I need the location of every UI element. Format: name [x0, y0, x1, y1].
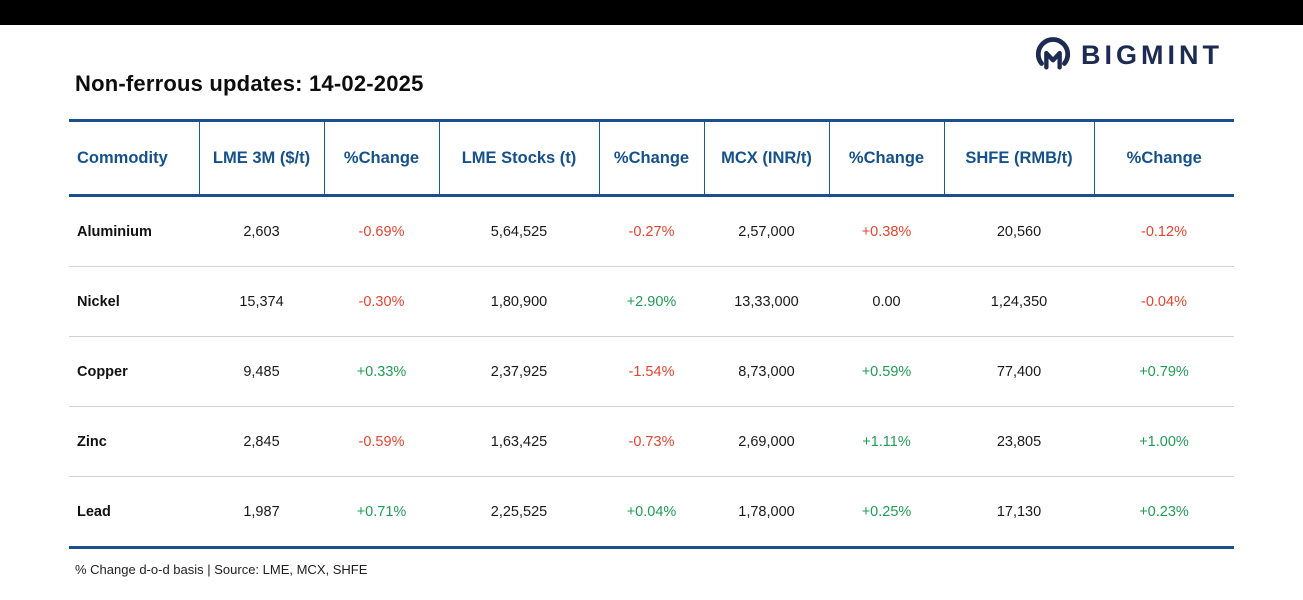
commodity-price-table: Commodity LME 3M ($/t) %Change LME Stock… — [69, 119, 1234, 549]
shfe-cell: 77,400 — [944, 336, 1094, 407]
lme-stocks-change-cell: -0.73% — [599, 406, 704, 477]
lme-stocks-cell: 1,63,425 — [439, 406, 599, 477]
mcx-cell: 13,33,000 — [704, 266, 829, 337]
lme-3m-change-cell: -0.69% — [358, 223, 405, 240]
col-header-mcx: MCX (INR/t) — [703, 120, 829, 197]
commodity-cell: Zinc — [69, 406, 199, 477]
mcx-change-cell: +1.11% — [829, 406, 944, 477]
table-row: Nickel 15,374 -0.30% 1,80,900 +2.90% 13,… — [69, 266, 1234, 337]
col-header-shfe-change: %Change — [1093, 120, 1234, 197]
shfe-cell: 20,560 — [996, 223, 1042, 240]
col-header-commodity: Commodity — [69, 120, 199, 197]
lme-3m-cell: 15,374 — [199, 266, 324, 337]
header-row: Commodity LME 3M ($/t) %Change LME Stock… — [69, 120, 1234, 197]
col-header-lme-stocks: LME Stocks (t) — [438, 120, 599, 197]
page-title: Non-ferrous updates: 14-02-2025 — [75, 71, 424, 96]
shfe-change-cell: +1.00% — [1094, 406, 1234, 477]
mcx-change-cell: +0.59% — [829, 336, 944, 407]
lme-3m-cell: 2,845 — [199, 406, 324, 477]
table-row: Zinc 2,845 -0.59% 1,63,425 -0.73% 2,69,0… — [69, 406, 1234, 477]
top-black-bar — [0, 0, 1303, 25]
mcx-cell: 1,78,000 — [704, 476, 829, 548]
shfe-change-cell: +0.79% — [1094, 336, 1234, 407]
lme-3m-change-cell: -0.59% — [324, 406, 439, 477]
commodity-cell: Copper — [69, 336, 199, 407]
lme-stocks-cell: 5,64,525 — [490, 223, 548, 240]
mcx-cell: 2,69,000 — [704, 406, 829, 477]
mcx-change-cell: +0.25% — [829, 476, 944, 548]
bigmint-m-circle-icon — [1034, 36, 1072, 74]
shfe-change-cell: +0.23% — [1094, 476, 1234, 548]
source-footnote: % Change d-o-d basis | Source: LME, MCX,… — [75, 562, 368, 577]
table-row: Lead 1,987 +0.71% 2,25,525 +0.04% 1,78,0… — [69, 476, 1234, 548]
table-row: Aluminium 2,603 -0.69% 5,64,525 -0.27% 2… — [69, 196, 1234, 267]
col-header-mcx-change: %Change — [828, 120, 944, 197]
col-header-lme-3m-change: %Change — [323, 120, 439, 197]
brand-logo: BIGMINT — [1034, 36, 1223, 74]
shfe-change-cell: -0.04% — [1094, 266, 1234, 337]
col-header-lme-stocks-change: %Change — [598, 120, 704, 197]
mcx-cell: 8,73,000 — [704, 336, 829, 407]
commodity-cell: Aluminium — [77, 223, 152, 240]
brand-name: BIGMINT — [1081, 39, 1223, 70]
shfe-change-cell: -0.12% — [1141, 223, 1187, 240]
lme-3m-change-cell: -0.30% — [324, 266, 439, 337]
shfe-cell: 23,805 — [944, 406, 1094, 477]
col-header-lme-3m: LME 3M ($/t) — [198, 120, 324, 197]
col-header-shfe: SHFE (RMB/t) — [943, 120, 1094, 197]
lme-stocks-change-cell: +2.90% — [599, 266, 704, 337]
commodity-cell: Lead — [69, 476, 199, 548]
table-row: Copper 9,485 +0.33% 2,37,925 -1.54% 8,73… — [69, 336, 1234, 407]
mcx-change-cell: 0.00 — [829, 266, 944, 337]
lme-3m-cell: 1,987 — [199, 476, 324, 548]
commodity-cell: Nickel — [69, 266, 199, 337]
shfe-cell: 17,130 — [944, 476, 1094, 548]
mcx-change-cell: +0.38% — [861, 223, 912, 240]
lme-3m-cell: 9,485 — [199, 336, 324, 407]
lme-stocks-cell: 1,80,900 — [439, 266, 599, 337]
mcx-cell: 2,57,000 — [738, 223, 795, 240]
lme-3m-change-cell: +0.71% — [324, 476, 439, 548]
lme-stocks-cell: 2,37,925 — [439, 336, 599, 407]
shfe-cell: 1,24,350 — [944, 266, 1094, 337]
lme-3m-cell: 2,603 — [243, 223, 280, 240]
lme-3m-change-cell: +0.33% — [324, 336, 439, 407]
lme-stocks-change-cell: -1.54% — [599, 336, 704, 407]
lme-stocks-change-cell: -0.27% — [628, 223, 675, 240]
lme-stocks-change-cell: +0.04% — [599, 476, 704, 548]
lme-stocks-cell: 2,25,525 — [439, 476, 599, 548]
